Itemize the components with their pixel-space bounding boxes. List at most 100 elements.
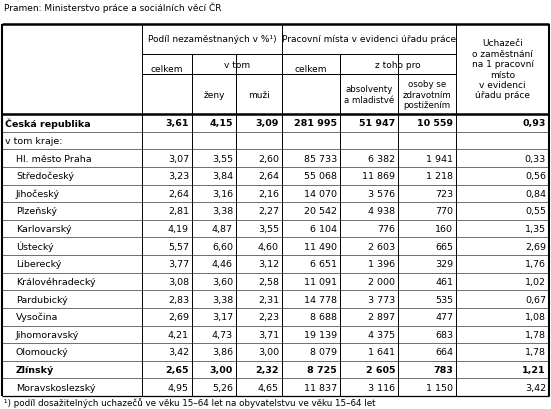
Text: 2,64: 2,64: [258, 172, 279, 181]
Text: Královéhradecký: Královéhradecký: [16, 277, 96, 286]
Text: 4,46: 4,46: [212, 260, 233, 269]
Text: Česká republika: Česká republika: [5, 118, 90, 129]
Text: 3,38: 3,38: [212, 207, 233, 216]
Text: Uchazeči
o zaměstnání
na 1 pracovní
místo
v evidenci
úřadu práce: Uchazeči o zaměstnání na 1 pracovní míst…: [472, 39, 533, 100]
Text: 1 641: 1 641: [368, 348, 395, 357]
Text: 1 941: 1 941: [426, 154, 453, 163]
Text: 3,77: 3,77: [168, 260, 189, 269]
Text: Pardubický: Pardubický: [16, 295, 68, 304]
Text: 723: 723: [435, 189, 453, 198]
Text: 0,93: 0,93: [523, 119, 546, 128]
Text: 3 576: 3 576: [368, 189, 395, 198]
Text: 3,60: 3,60: [212, 277, 233, 286]
Text: 477: 477: [435, 312, 453, 321]
Text: 3,55: 3,55: [258, 225, 279, 234]
Text: 2,69: 2,69: [525, 242, 546, 251]
Text: celkem: celkem: [295, 65, 327, 74]
Text: 329: 329: [435, 260, 453, 269]
Text: ženy: ženy: [203, 90, 225, 99]
Text: 5,26: 5,26: [212, 383, 233, 392]
Text: 1,02: 1,02: [525, 277, 546, 286]
Text: ¹) podíl dosažitelných uchazečů ve věku 15–64 let na obyvatelstvu ve věku 15–64 : ¹) podíl dosažitelných uchazečů ve věku …: [4, 397, 375, 407]
Text: Moravskoslezský: Moravskoslezský: [16, 383, 95, 392]
Text: 2,64: 2,64: [168, 189, 189, 198]
Text: 665: 665: [435, 242, 453, 251]
Text: 4,95: 4,95: [168, 383, 189, 392]
Text: 19 139: 19 139: [304, 330, 337, 339]
Text: Plzeňský: Plzeňský: [16, 207, 57, 216]
Text: 1,78: 1,78: [525, 348, 546, 357]
Text: v tom kraje:: v tom kraje:: [5, 137, 62, 146]
Text: 4,19: 4,19: [168, 225, 189, 234]
Text: 14 778: 14 778: [304, 295, 337, 304]
Text: muži: muži: [248, 90, 270, 99]
Text: 55 068: 55 068: [304, 172, 337, 181]
Text: 1,21: 1,21: [522, 365, 546, 374]
Text: 3,00: 3,00: [258, 348, 279, 357]
Text: 4,15: 4,15: [209, 119, 233, 128]
Text: 3,16: 3,16: [212, 189, 233, 198]
Text: Liberecký: Liberecký: [16, 260, 61, 269]
Text: 0,55: 0,55: [525, 207, 546, 216]
Text: 776: 776: [377, 225, 395, 234]
Text: Podíl nezaměstnaných v %¹): Podíl nezaměstnaných v %¹): [148, 36, 276, 45]
Text: 3,17: 3,17: [212, 312, 233, 321]
Text: 11 091: 11 091: [304, 277, 337, 286]
Text: 1 218: 1 218: [426, 172, 453, 181]
Text: Pramen: Ministerstvo práce a sociálních věcí ČR: Pramen: Ministerstvo práce a sociálních …: [4, 2, 222, 13]
Text: Vysočina: Vysočina: [16, 312, 58, 321]
Text: Olomoucký: Olomoucký: [16, 348, 69, 357]
Text: 2 603: 2 603: [368, 242, 395, 251]
Text: 0,56: 0,56: [525, 172, 546, 181]
Text: 11 490: 11 490: [304, 242, 337, 251]
Text: 1,08: 1,08: [525, 312, 546, 321]
Text: 1 396: 1 396: [368, 260, 395, 269]
Text: 0,67: 0,67: [525, 295, 546, 304]
Text: 0,33: 0,33: [525, 154, 546, 163]
Text: Ústecký: Ústecký: [16, 241, 53, 252]
Text: 3,86: 3,86: [212, 348, 233, 357]
Text: 6 382: 6 382: [368, 154, 395, 163]
Text: 2,16: 2,16: [258, 189, 279, 198]
Text: 2,27: 2,27: [258, 207, 279, 216]
Text: 20 542: 20 542: [304, 207, 337, 216]
Text: 6 104: 6 104: [310, 225, 337, 234]
Text: 2,60: 2,60: [258, 154, 279, 163]
Text: 5,57: 5,57: [168, 242, 189, 251]
Text: 2 000: 2 000: [368, 277, 395, 286]
Text: Jihomoravský: Jihomoravský: [16, 330, 79, 339]
Text: 664: 664: [435, 348, 453, 357]
Text: 461: 461: [435, 277, 453, 286]
Text: Středočeský: Středočeský: [16, 171, 74, 181]
Text: 783: 783: [433, 365, 453, 374]
Text: 6,60: 6,60: [212, 242, 233, 251]
Text: 683: 683: [435, 330, 453, 339]
Text: 2,31: 2,31: [258, 295, 279, 304]
Text: 2,81: 2,81: [168, 207, 189, 216]
Text: 3,71: 3,71: [258, 330, 279, 339]
Text: Zlínský: Zlínský: [16, 365, 54, 374]
Text: 535: 535: [435, 295, 453, 304]
Text: 0,84: 0,84: [525, 189, 546, 198]
Text: 11 869: 11 869: [362, 172, 395, 181]
Text: 2,32: 2,32: [256, 365, 279, 374]
Text: 3 116: 3 116: [368, 383, 395, 392]
Text: 6 651: 6 651: [310, 260, 337, 269]
Text: 770: 770: [435, 207, 453, 216]
Text: 3,09: 3,09: [256, 119, 279, 128]
Text: 3,23: 3,23: [168, 172, 189, 181]
Text: v tom: v tom: [224, 61, 250, 70]
Text: 3,42: 3,42: [168, 348, 189, 357]
Text: 3,61: 3,61: [165, 119, 189, 128]
Text: 4,21: 4,21: [168, 330, 189, 339]
Text: osoby se
zdravotním
postižením: osoby se zdravotním postižením: [403, 80, 451, 110]
Text: 4,73: 4,73: [212, 330, 233, 339]
Text: 2 897: 2 897: [368, 312, 395, 321]
Text: 1,78: 1,78: [525, 330, 546, 339]
Text: 8 688: 8 688: [310, 312, 337, 321]
Text: 3 773: 3 773: [368, 295, 395, 304]
Text: 8 079: 8 079: [310, 348, 337, 357]
Text: celkem: celkem: [151, 65, 183, 74]
Text: 4,87: 4,87: [212, 225, 233, 234]
Text: Pracovní místa v evidenci úřadu práce: Pracovní místa v evidenci úřadu práce: [282, 36, 456, 45]
